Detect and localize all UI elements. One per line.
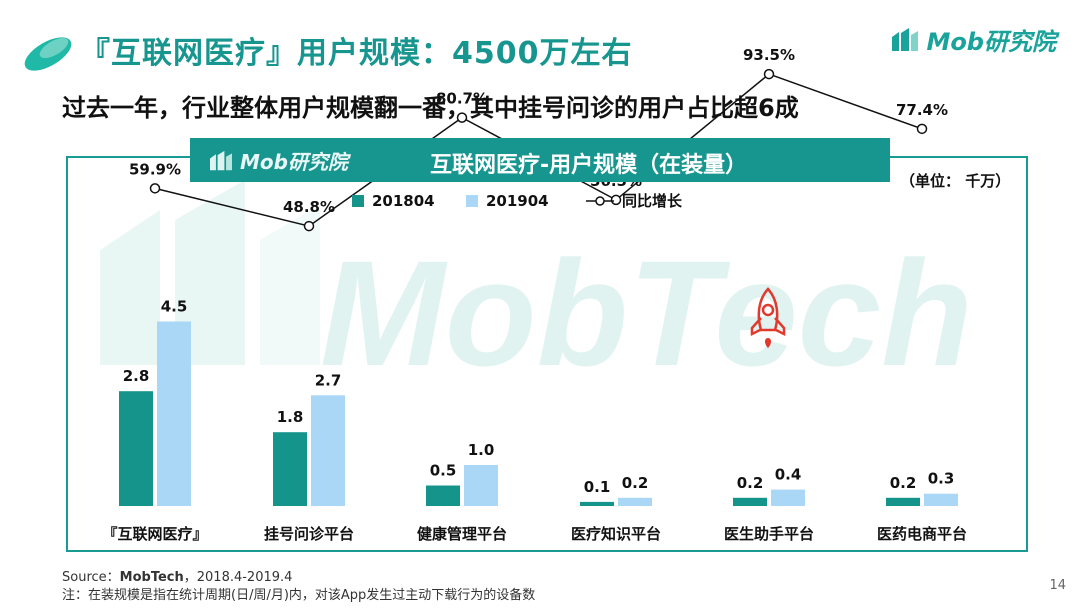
bar-201904-0 bbox=[157, 321, 191, 506]
leaf-logo-icon bbox=[24, 37, 72, 71]
category-label-5: 医药电商平台 bbox=[877, 525, 967, 543]
growth-point-1 bbox=[303, 220, 315, 232]
category-label-2: 健康管理平台 bbox=[417, 525, 507, 543]
bar-label-201904-0: 4.5 bbox=[161, 298, 188, 316]
bar-201904-4 bbox=[771, 489, 805, 506]
legend-label-201904: 201904 bbox=[486, 192, 549, 210]
growth-point-5 bbox=[916, 123, 928, 135]
category-label-4: 医生助手平台 bbox=[724, 525, 814, 543]
growth-label-5: 77.4% bbox=[896, 101, 948, 119]
bar-201904-2 bbox=[464, 465, 498, 506]
bar-label-201804-2: 0.5 bbox=[430, 462, 457, 480]
legend-label-201804: 201804 bbox=[372, 192, 435, 210]
bar-201904-5 bbox=[924, 493, 958, 506]
header-brand: Mob研究院 bbox=[208, 146, 348, 175]
mob-logo-icon bbox=[210, 150, 232, 170]
header-brand-name: Mob研究院 bbox=[240, 150, 348, 174]
chart-header: Mob研究院 互联网医疗-用户规模（在装量） bbox=[190, 138, 890, 182]
legend-item-201804: 201804 bbox=[352, 192, 435, 210]
category-label-1: 挂号问诊平台 bbox=[264, 525, 354, 543]
legend: 201804 201904 同比增长 bbox=[0, 192, 1080, 216]
watermark: MobTech bbox=[320, 229, 973, 397]
chart-title: 互联网医疗-用户规模（在装量） bbox=[430, 153, 748, 178]
page-title: 『互联网医疗』用户规模：4500万左右 bbox=[80, 36, 633, 71]
growth-label-0: 59.9% bbox=[129, 160, 181, 178]
bar-label-201804-0: 2.8 bbox=[123, 367, 150, 385]
footer-note: 注：在装规模是指在统计周期(日/周/月)内，对该App发生过主动下载行为的设备数 bbox=[62, 588, 536, 603]
legend-swatch-201904 bbox=[466, 195, 478, 207]
legend-label-growth: 同比增长 bbox=[622, 192, 683, 210]
footer-source: Source：MobTech，2018.4-2019.4 bbox=[62, 570, 293, 585]
legend-item-growth: 同比增长 bbox=[586, 190, 682, 211]
bar-label-201804-5: 0.2 bbox=[890, 474, 917, 492]
brand-name: Mob研究院 bbox=[926, 28, 1056, 56]
brand-logo: Mob研究院 bbox=[890, 22, 1056, 57]
rocket-icon bbox=[750, 287, 786, 348]
bar-201804-1 bbox=[273, 432, 307, 506]
legend-swatch-201804 bbox=[352, 195, 364, 207]
bar-label-201904-5: 0.3 bbox=[928, 470, 955, 488]
growth-point-2 bbox=[456, 112, 468, 123]
subtitle: 过去一年，行业整体用户规模翻一番，其中挂号问诊的用户占比超6成 bbox=[62, 94, 799, 122]
category-label-3: 医疗知识平台 bbox=[571, 525, 661, 543]
bar-201804-5 bbox=[886, 497, 920, 506]
bar-201804-4 bbox=[733, 497, 767, 506]
bar-201804-0 bbox=[119, 391, 153, 506]
bar-201804-2 bbox=[426, 485, 460, 506]
bar-label-201804-3: 0.1 bbox=[584, 478, 611, 496]
unit-label: （单位： 千万） bbox=[900, 172, 1011, 190]
mob-logo-icon bbox=[892, 27, 919, 51]
bar-label-201904-1: 2.7 bbox=[315, 371, 342, 389]
bar-label-201904-2: 1.0 bbox=[468, 441, 495, 459]
bar-201904-1 bbox=[311, 395, 345, 506]
bar-201904-3 bbox=[618, 497, 652, 506]
legend-line-marker-icon bbox=[586, 195, 614, 206]
growth-label-4: 93.5% bbox=[743, 46, 795, 64]
legend-item-201904: 201904 bbox=[466, 192, 549, 210]
bar-label-201904-4: 0.4 bbox=[775, 466, 802, 484]
growth-label-2: 80.7% bbox=[436, 90, 488, 108]
growth-label-1: 48.8% bbox=[283, 198, 335, 216]
bar-label-201804-1: 1.8 bbox=[277, 408, 304, 426]
page-number: 14 bbox=[1049, 578, 1066, 593]
bar-201804-3 bbox=[580, 501, 614, 506]
watermark-logo-icon bbox=[100, 180, 320, 365]
growth-point-0 bbox=[149, 183, 161, 194]
bar-label-201804-4: 0.2 bbox=[737, 474, 764, 492]
category-label-0: 『互联网医疗』 bbox=[102, 525, 207, 543]
bar-label-201904-3: 0.2 bbox=[622, 474, 649, 492]
growth-point-4 bbox=[763, 68, 775, 80]
